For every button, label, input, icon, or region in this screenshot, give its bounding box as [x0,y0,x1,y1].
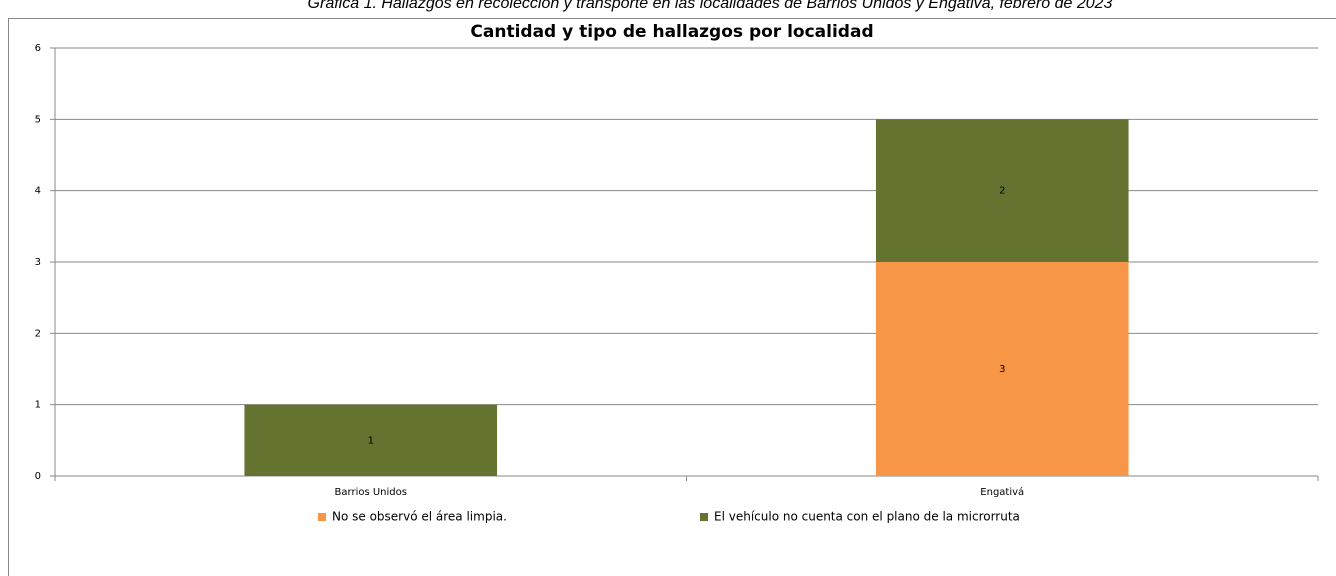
y-tick-label: 6 [35,43,41,54]
x-tick-label: Barrios Unidos [335,487,407,498]
data-label: 2 [999,186,1005,197]
chart-frame [8,18,1336,576]
legend-swatch [318,513,326,521]
y-tick-label: 2 [35,328,41,339]
bar-segment [244,404,498,476]
legend-label: El vehículo no cuenta con el plano de la… [714,510,1020,524]
data-label: 1 [368,435,374,446]
legend-swatch [700,513,708,521]
caption: Gráfica 1. Hallazgos en recolección y tr… [308,0,1113,12]
y-tick-label: 0 [35,471,41,482]
y-tick-label: 3 [35,257,41,268]
bar-segment [875,262,1129,476]
legend-label: No se observó el área limpia. [332,510,507,524]
y-tick-label: 1 [35,400,41,411]
y-tick-label: 5 [35,114,41,125]
x-tick-label: Engativá [980,486,1024,498]
chart-title: Cantidad y tipo de hallazgos por localid… [470,22,873,42]
data-label: 3 [999,364,1005,375]
y-tick-label: 4 [35,186,41,197]
bar-segment [875,119,1129,262]
